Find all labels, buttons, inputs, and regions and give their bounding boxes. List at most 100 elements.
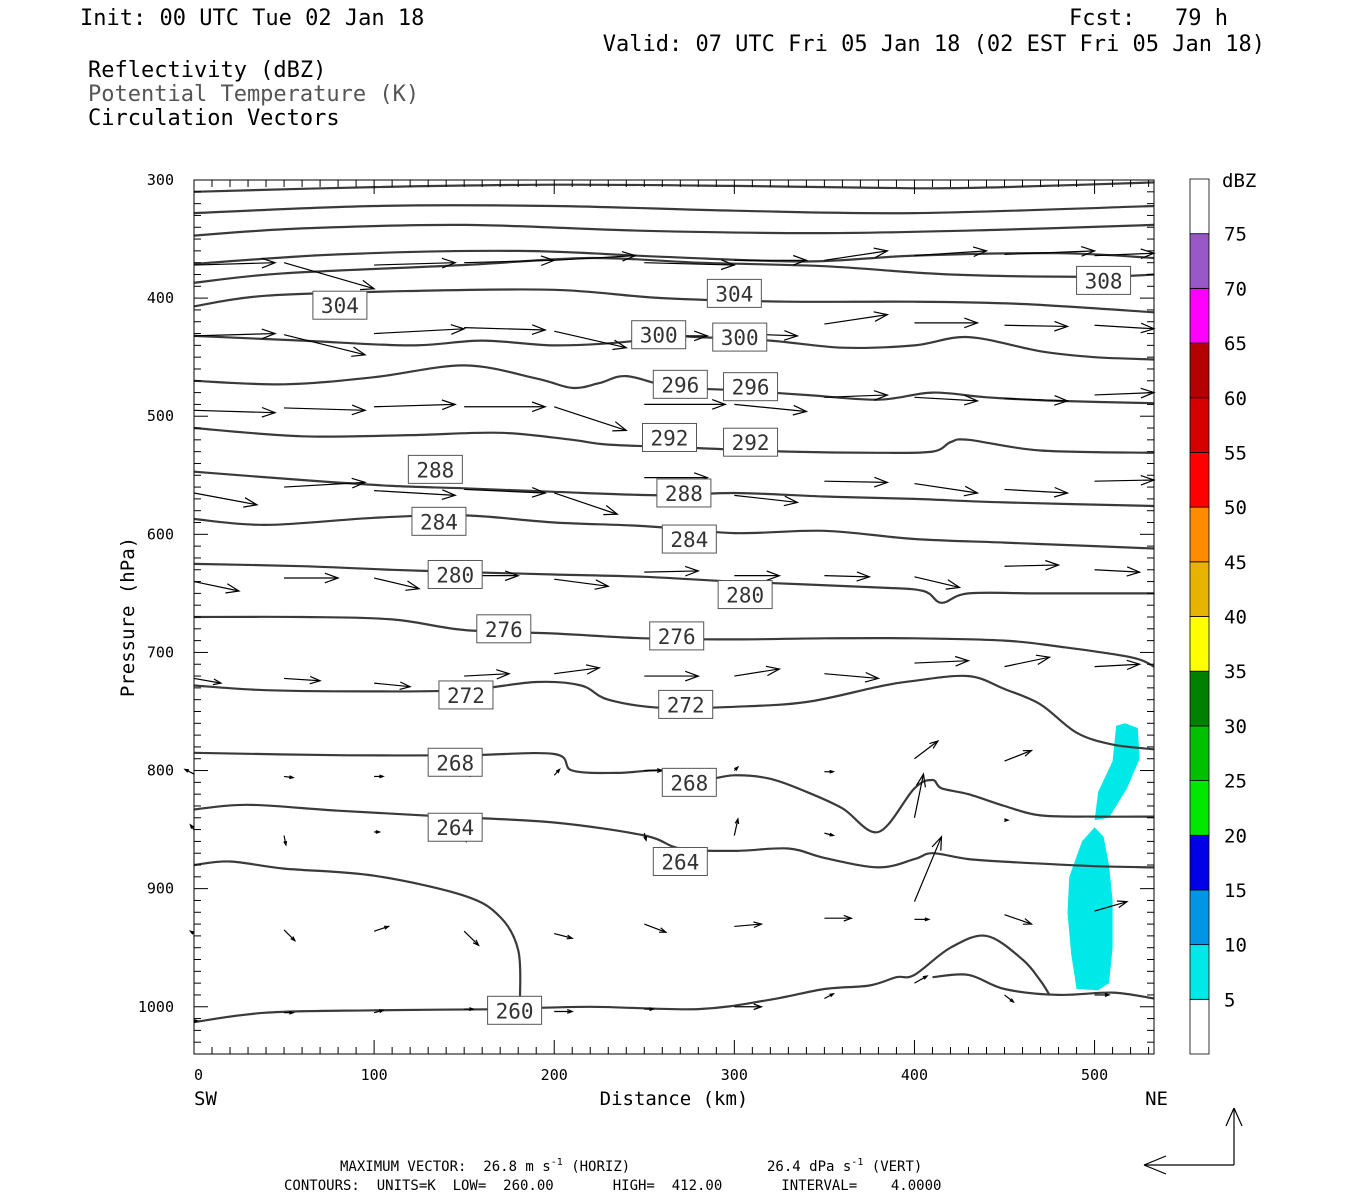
circulation-vector <box>188 930 195 935</box>
vector-shaft <box>1004 994 1014 1003</box>
circulation-vector <box>1004 559 1061 571</box>
circulation-vector <box>644 670 701 682</box>
theta-label-box <box>411 506 467 536</box>
vector-head <box>189 823 195 829</box>
vector-head <box>383 925 391 930</box>
circulation-vector <box>193 257 277 269</box>
vector-head <box>649 1007 656 1012</box>
theta-label-box <box>427 559 483 589</box>
theta-label-text: 300 <box>640 324 678 348</box>
vector-head <box>399 681 412 690</box>
vector-shaft <box>464 259 555 264</box>
vector-head <box>360 279 376 291</box>
x-tick-label: 500 <box>1081 1066 1108 1084</box>
field-theta-text: Potential Temperature (K) <box>88 82 419 107</box>
vector-head <box>734 765 740 771</box>
theta-label-box <box>427 747 483 777</box>
valid-time-text: Valid: 07 UTC Fri 05 Jan 18 (02 EST Fri … <box>603 32 1265 57</box>
vector-head <box>566 934 574 940</box>
colorbar-segment <box>1189 561 1210 617</box>
circulation-vector <box>734 665 782 677</box>
vector-head <box>972 246 989 258</box>
circulation-vector <box>824 571 872 582</box>
circulation-vector <box>1094 659 1142 671</box>
vector-shaft <box>1094 663 1140 668</box>
vector-head <box>441 399 457 411</box>
circulation-vector <box>643 832 648 842</box>
colorbar-level-label: 20 <box>1224 825 1247 847</box>
colorbar-level-label: 40 <box>1224 607 1247 629</box>
colorbar-segment <box>1189 834 1210 891</box>
vector-shaft <box>554 330 627 349</box>
vector-shaft <box>914 740 939 760</box>
vector-head <box>621 251 638 262</box>
vector-shaft <box>914 660 969 664</box>
vector-head <box>963 394 980 406</box>
circulation-vector <box>283 262 376 291</box>
circulation-vector <box>554 578 611 590</box>
vector-head <box>792 404 809 416</box>
theta-contour-line <box>193 674 1155 751</box>
theta-label-box <box>717 580 773 610</box>
circulation-vector <box>734 921 764 929</box>
x-tick-labels: 0 100 200 300 400 500 <box>194 1066 1108 1084</box>
circulation-vector <box>374 774 385 779</box>
circulation-vector <box>734 254 809 266</box>
circulation-vector <box>914 917 931 922</box>
circulation-vector <box>554 932 574 940</box>
vector-head <box>531 487 547 498</box>
theta-label-text: 260 <box>496 999 534 1023</box>
theta-label: 272 <box>658 689 714 719</box>
theta-label: 276 <box>476 614 532 644</box>
theta-contour-line <box>193 223 1155 237</box>
vector-shaft <box>734 668 780 677</box>
field-reflectivity-text: Reflectivity (dBZ) <box>88 58 326 83</box>
circulation-vector <box>193 1019 200 1023</box>
vector-head <box>684 565 701 577</box>
vector-shaft <box>913 836 943 902</box>
contours-info-text: CONTOURS: UNITS=K LOW= 260.00 HIGH= 412.… <box>284 1178 941 1194</box>
vector-shaft <box>824 480 888 483</box>
theta-label-text: 300 <box>721 326 759 350</box>
circulation-vector <box>913 772 926 818</box>
vector-head <box>1126 659 1142 671</box>
circulation-vector <box>644 399 728 410</box>
field-vectors-text: Circulation Vectors <box>88 106 340 131</box>
theta-label-box <box>641 422 697 452</box>
vector-head <box>472 939 480 947</box>
vector-head <box>193 1019 200 1023</box>
vector-head <box>212 678 223 686</box>
vector-shaft <box>374 490 456 496</box>
vector-shaft <box>734 923 762 928</box>
colorbar-segment <box>1189 889 1210 946</box>
circulation-vector <box>914 246 989 258</box>
circulation-vector <box>644 1007 656 1012</box>
circulation-vector <box>733 817 740 836</box>
circulation-vector <box>824 311 890 325</box>
vector-shaft <box>1004 749 1032 762</box>
circulation-vector <box>464 255 556 267</box>
vector-head <box>379 1009 385 1014</box>
vector-shaft <box>1004 397 1068 402</box>
vector-head <box>309 675 322 685</box>
vector-head <box>566 1009 574 1014</box>
vector-head <box>915 772 926 788</box>
vector-head <box>183 768 190 773</box>
theta-label: 280 <box>427 559 483 589</box>
vector-head <box>783 495 800 507</box>
vector-head <box>922 975 929 980</box>
theta-label-text: 272 <box>447 684 485 708</box>
theta-label: 284 <box>661 524 717 554</box>
circulation-vector <box>733 765 740 771</box>
theta-label-text: 264 <box>436 816 474 840</box>
vector-head <box>531 401 547 413</box>
vector-shaft <box>1004 656 1050 668</box>
colorbar-level-label: 45 <box>1224 552 1247 574</box>
init-time-text: Init: 00 UTC Tue 02 Jan 18 <box>80 6 424 31</box>
circulation-vector <box>644 923 668 933</box>
theta-label-box <box>723 427 779 457</box>
circulation-vector <box>1004 654 1052 668</box>
colorbar-segment <box>1189 506 1210 563</box>
vector-head <box>1022 749 1034 757</box>
theta-label: 284 <box>411 506 467 536</box>
